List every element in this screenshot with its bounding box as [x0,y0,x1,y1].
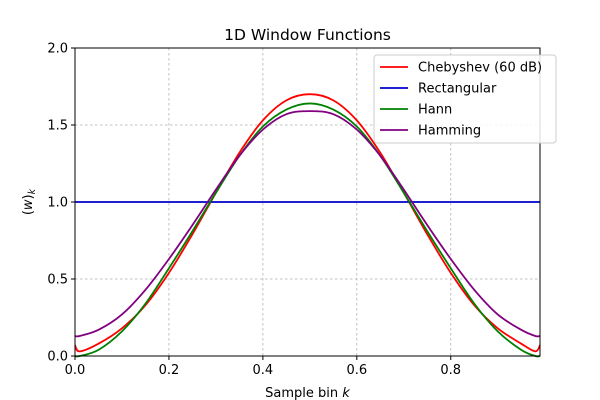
legend-label-chebyshev-60-db: Chebyshev (60 dB) [418,61,542,76]
y-axis-label: (w)k [21,188,38,215]
x-tick-label: 0.0 [65,363,86,378]
legend: Chebyshev (60 dB) Rectangular Hann Hamming [373,54,557,144]
x-tick-label: 0.2 [159,363,180,378]
y-tick-label: 0.5 [47,273,68,288]
tick-layer: 0.0 0.2 0.4 0.6 0.8 0.0 0.5 1.0 1.5 2.0 [47,42,461,379]
legend-items: Chebyshev (60 dB) Rectangular Hann Hamming [380,61,542,139]
x-tick-label: 0.4 [253,363,274,378]
x-tick-label: 0.8 [440,363,461,378]
legend-label-hann: Hann [418,103,452,118]
y-tick-label: 1.5 [47,119,68,134]
chart-title: 1D Window Functions [224,26,391,44]
y-tick-label: 1.0 [47,196,68,211]
x-tick-label: 0.6 [346,363,367,378]
x-axis-label: Sample bin k [265,386,350,400]
series-layer [74,93,541,358]
legend-label-rectangular: Rectangular [418,82,497,97]
y-tick-label: 0.0 [47,350,68,365]
series-line-hann [74,102,541,358]
legend-box [373,54,557,144]
y-tick-label: 2.0 [47,42,68,57]
series-line-hamming [74,110,541,338]
legend-label-hamming: Hamming [418,124,481,139]
